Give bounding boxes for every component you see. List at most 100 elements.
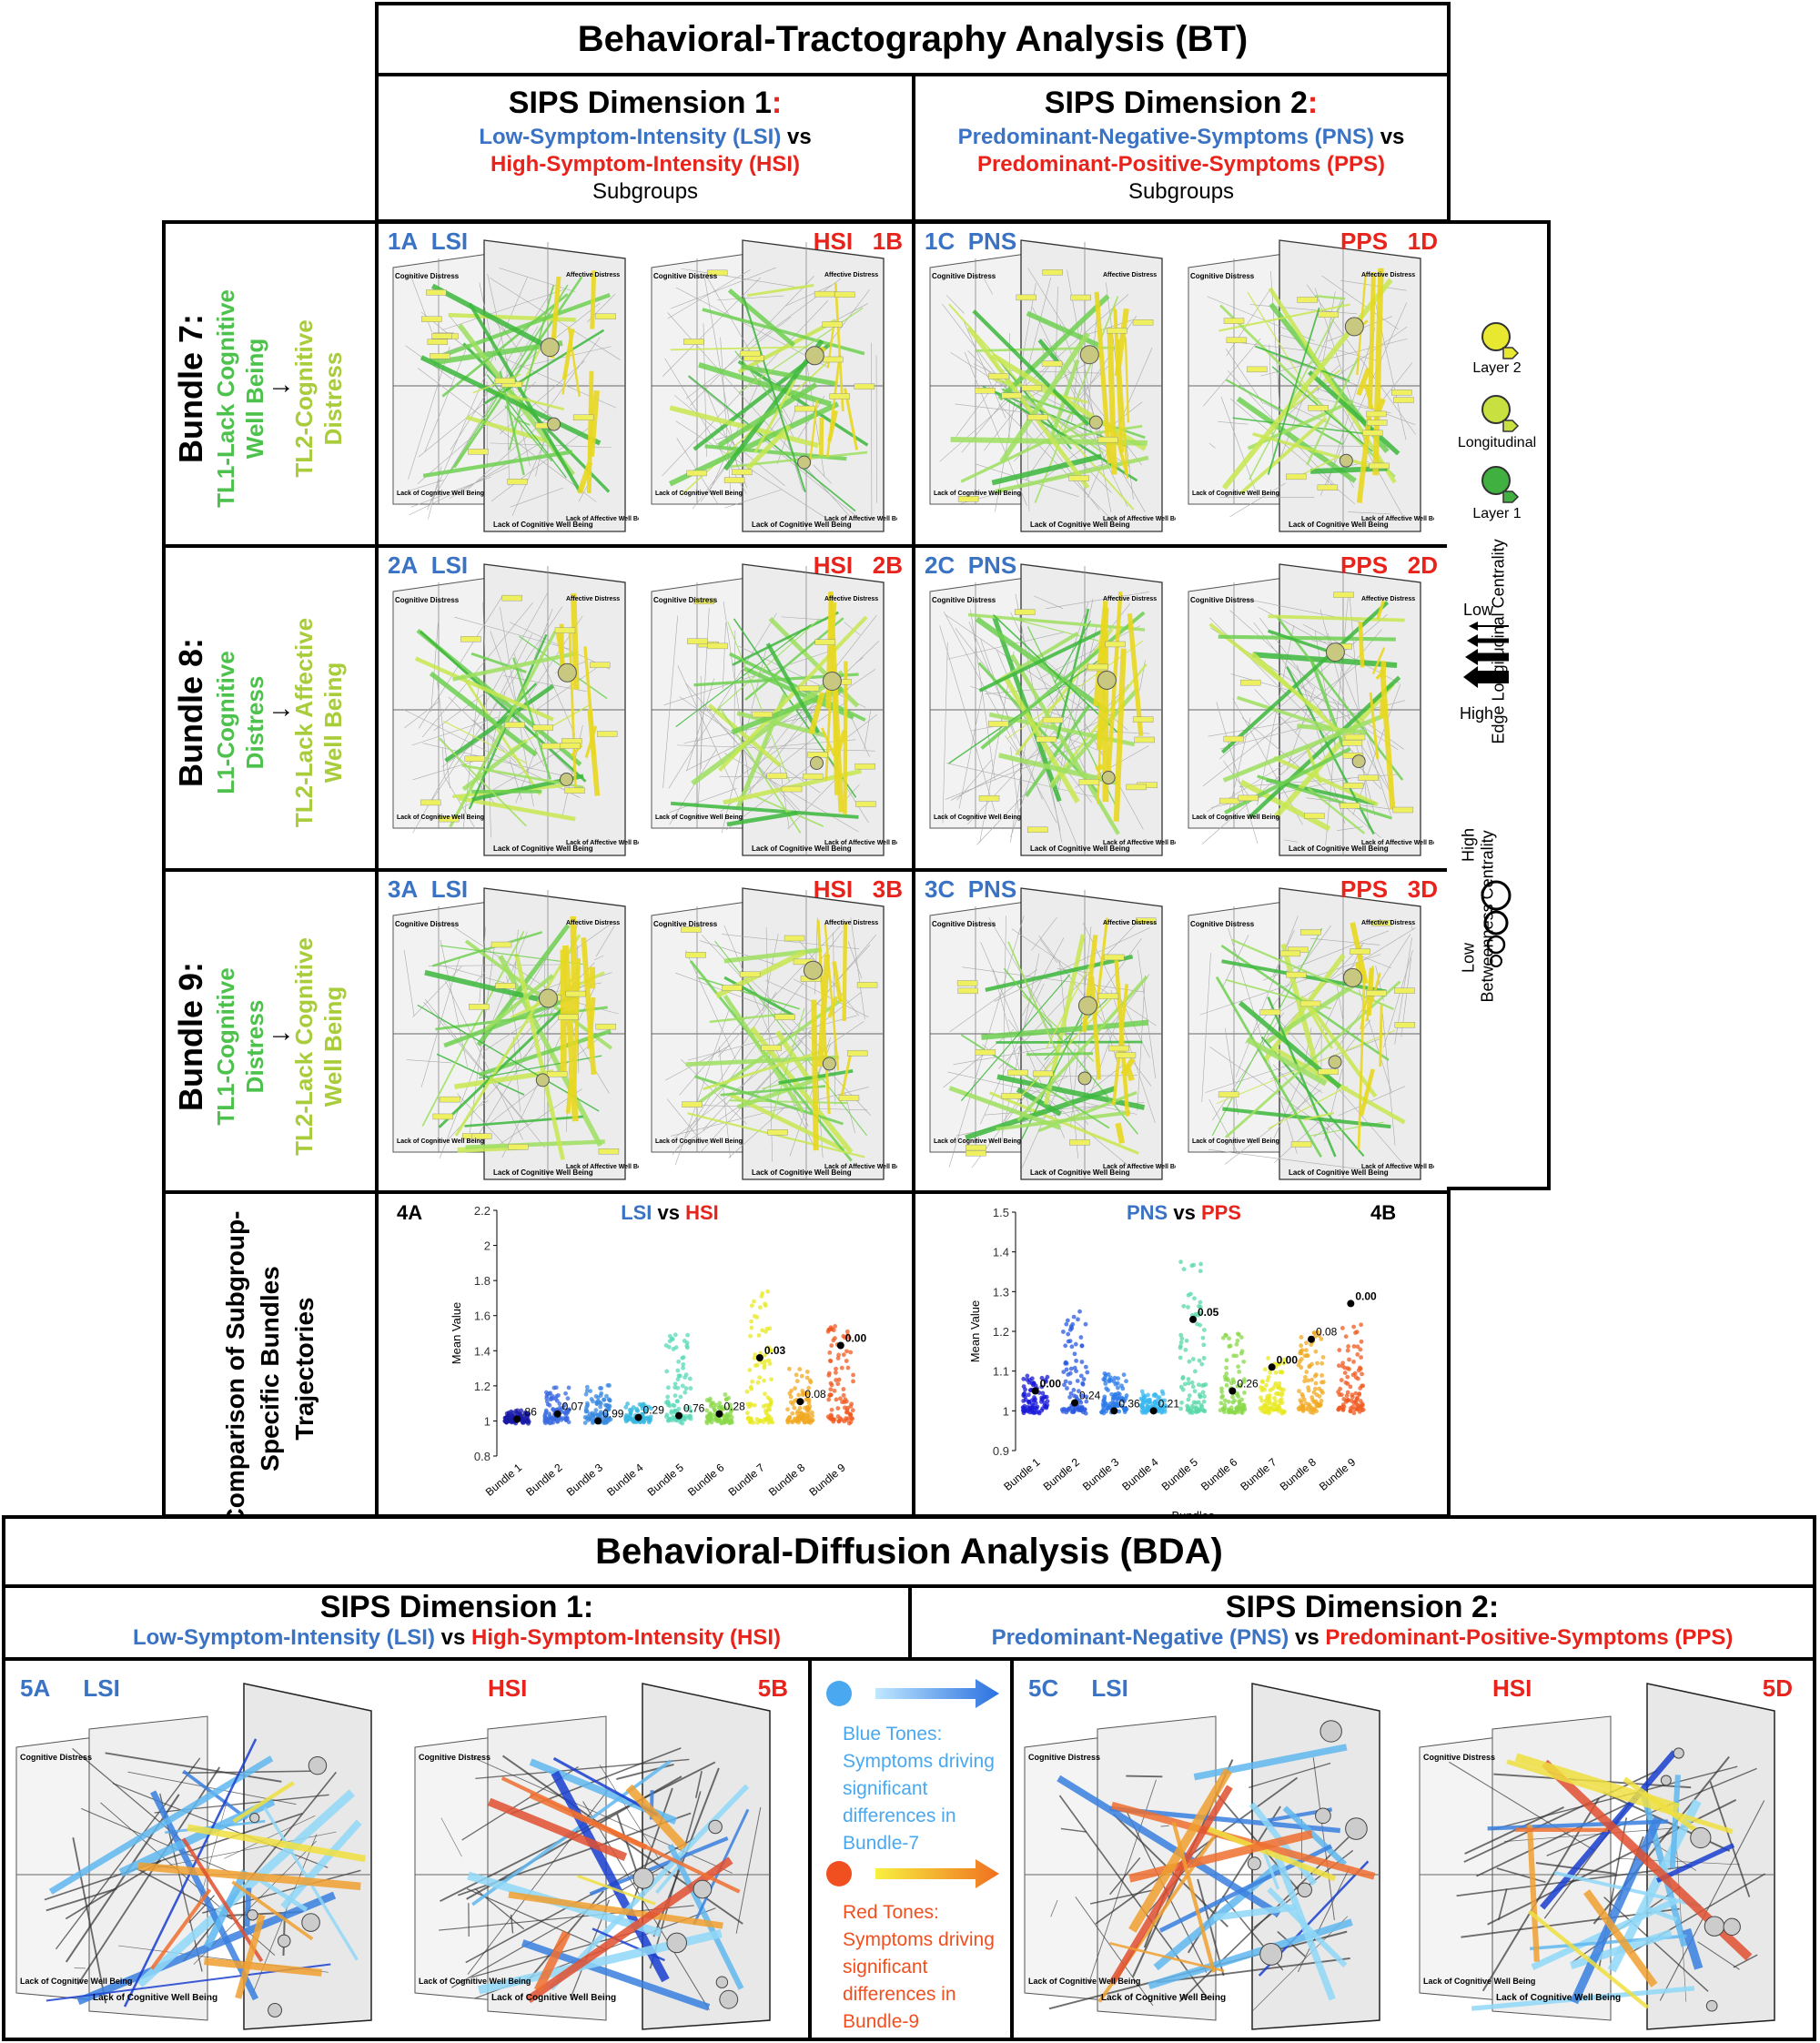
layer2-node-icon [1481, 322, 1520, 359]
data-point [672, 1393, 678, 1398]
network-panel-1C: Cognitive Distress Affective Distress Lack… [921, 231, 1188, 541]
bt-dim2-heading: SIPS Dimension 2: [1044, 86, 1319, 120]
data-point [687, 1376, 693, 1381]
data-point [1063, 1343, 1068, 1349]
data-point [683, 1386, 689, 1391]
data-point [563, 1391, 568, 1396]
data-point [1070, 1321, 1076, 1327]
chart-id: 4A [397, 1201, 422, 1224]
data-point [1193, 1401, 1198, 1405]
data-point [1104, 1386, 1109, 1391]
data-point [1124, 1393, 1129, 1398]
data-point [1236, 1364, 1240, 1370]
data-point [842, 1400, 847, 1405]
bda-title-box: Behavioral-Diffusion Analysis (BDA) [2, 1515, 1816, 1588]
data-point [760, 1328, 765, 1333]
mean-marker [594, 1417, 602, 1425]
data-point [1299, 1400, 1304, 1405]
network-panel-2B: Cognitive Distress Affective Distress Lack… [642, 555, 909, 865]
y-tick-label: 1.6 [474, 1310, 490, 1323]
data-point [664, 1369, 670, 1374]
data-point [1304, 1370, 1309, 1374]
bda-network-graph: Cognitive Distress Lack of Cognitive Well… [1024, 1683, 1380, 2030]
bt-dim2-pps: Predominant-Positive-Symptoms (PPS) [976, 152, 1386, 177]
data-point [1035, 1404, 1040, 1410]
data-point [598, 1401, 603, 1406]
data-point [770, 1420, 775, 1425]
data-point [1045, 1399, 1050, 1404]
data-point [790, 1420, 795, 1425]
data-point [1084, 1394, 1089, 1400]
data-point [800, 1416, 805, 1421]
data-point [1359, 1355, 1364, 1360]
data-point [1200, 1390, 1206, 1395]
data-point [1147, 1400, 1152, 1405]
data-point [1220, 1335, 1226, 1340]
data-point [1223, 1333, 1228, 1338]
data-point [794, 1372, 799, 1378]
data-point [1084, 1399, 1089, 1404]
y-tick-label: 1.4 [474, 1344, 490, 1358]
data-point [1104, 1401, 1109, 1407]
data-point [1358, 1347, 1363, 1352]
data-point [1317, 1333, 1321, 1338]
bda-axis-bl-front: Lack of Cognitive Well Being [491, 1993, 616, 2003]
bda-axis-bl-front: Lack of Cognitive Well Being [93, 1993, 217, 2003]
data-point [1061, 1330, 1066, 1334]
mean-marker [675, 1411, 682, 1420]
data-point [729, 1408, 734, 1413]
axis-label-tr: Affective Distress [1361, 596, 1415, 602]
bda-title: Behavioral-Diffusion Analysis (BDA) [595, 1532, 1223, 1572]
edge-low-label: Low [1463, 601, 1494, 619]
data-point [711, 1401, 716, 1406]
data-point [810, 1418, 815, 1423]
data-point [1077, 1309, 1082, 1314]
data-point [1122, 1410, 1127, 1415]
data-point [807, 1378, 813, 1383]
y-tick-label: 0.8 [474, 1450, 490, 1463]
bda-axis-bl: Lack of Cognitive Well Being [419, 1977, 531, 1986]
data-point [591, 1413, 595, 1418]
data-point [1033, 1397, 1037, 1402]
data-point [850, 1408, 855, 1413]
data-point [1117, 1409, 1122, 1414]
data-point [1258, 1406, 1263, 1411]
p-value-label: 0.05 [1198, 1306, 1219, 1319]
data-point [1344, 1393, 1350, 1399]
data-point [1080, 1381, 1086, 1386]
data-point [754, 1417, 760, 1421]
data-point [1115, 1385, 1120, 1391]
data-point [1355, 1395, 1360, 1401]
data-point [762, 1378, 766, 1383]
data-point [672, 1408, 678, 1413]
bda-axis-tl: Cognitive Distress [419, 1753, 490, 1762]
data-point [747, 1368, 753, 1372]
data-point [748, 1384, 753, 1390]
p-value-label: 0.07 [562, 1401, 584, 1413]
data-point [1259, 1379, 1265, 1384]
data-point [1222, 1402, 1228, 1408]
layer2-label: Layer 2 [1472, 360, 1522, 376]
data-point [1139, 1389, 1145, 1394]
data-point [724, 1413, 729, 1419]
data-point [1066, 1331, 1071, 1337]
data-point [1230, 1400, 1236, 1405]
data-point [1040, 1391, 1046, 1396]
data-point [1036, 1411, 1042, 1416]
data-point [1317, 1403, 1322, 1409]
data-point [1029, 1401, 1035, 1407]
mean-marker [796, 1398, 804, 1406]
data-point [1066, 1372, 1071, 1377]
network-panel-3B: Cognitive Distress Affective Distress Lack… [642, 879, 909, 1188]
network-panel-1D: Cognitive Distress Affective Distress Lack… [1179, 231, 1446, 541]
axis-label-br: Lack of Affective Well Being [566, 516, 639, 522]
data-point [1302, 1353, 1308, 1359]
data-point [1273, 1370, 1279, 1375]
data-point [851, 1372, 855, 1378]
data-point [1304, 1348, 1309, 1353]
panel-label-right: HSI 2B [813, 551, 903, 579]
data-point [1340, 1405, 1345, 1410]
data-point [711, 1405, 716, 1411]
axis-label-br: Lack of Affective Well Being [1361, 1164, 1434, 1170]
network-panel-2C: Cognitive Distress Affective Distress Lack… [921, 555, 1188, 865]
